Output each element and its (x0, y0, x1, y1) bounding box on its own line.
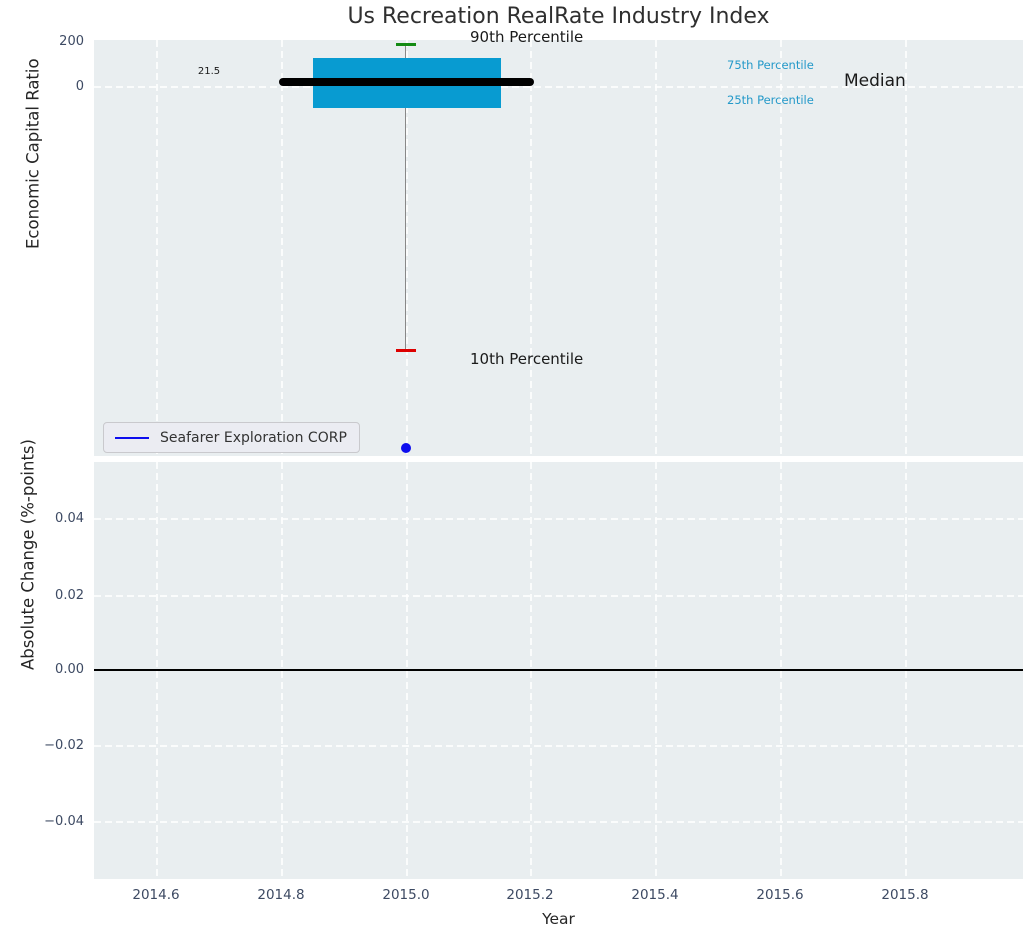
gridline-v (281, 40, 283, 456)
outlier-point (401, 443, 411, 453)
whisker-line (405, 45, 406, 350)
x-axis-label: Year (542, 910, 575, 928)
gridline-v (406, 40, 408, 456)
whisker-cap-10th (396, 349, 416, 352)
gridline-v (780, 40, 782, 456)
annotation-90th-percentile: 90th Percentile (470, 28, 584, 46)
xtick-2015-4: 2015.4 (631, 887, 679, 903)
annotation-median: Median (844, 71, 906, 91)
chart-title: Us Recreation RealRate Industry Index (347, 4, 770, 29)
legend: Seafarer Exploration CORP (103, 422, 360, 453)
legend-label: Seafarer Exploration CORP (160, 429, 347, 446)
bottom-ytick-n004: −0.04 (44, 814, 84, 829)
top-ytick-200: 200 (59, 34, 84, 49)
bottom-plot-area (94, 462, 1023, 879)
gridline-h (94, 745, 1023, 747)
bottom-ytick-n002: −0.02 (44, 738, 84, 753)
gridline-h (94, 821, 1023, 823)
annotation-75th-percentile: 75th Percentile (727, 58, 814, 72)
xtick-2015-8: 2015.8 (881, 887, 929, 903)
gridline-v (905, 40, 907, 456)
legend-line-icon (115, 436, 149, 439)
gridline-v (655, 40, 657, 456)
annotation-10th-percentile: 10th Percentile (470, 350, 584, 368)
bottom-ytick-000: 0.00 (55, 662, 84, 677)
gridline-h (94, 518, 1023, 520)
bottom-ytick-004: 0.04 (55, 511, 84, 526)
zero-reference-line (94, 669, 1023, 671)
annotation-25th-percentile: 25th Percentile (727, 93, 814, 107)
xtick-2014-6: 2014.6 (132, 887, 180, 903)
xtick-2014-8: 2014.8 (257, 887, 305, 903)
xtick-2015-0: 2015.0 (382, 887, 430, 903)
gridline-h (94, 595, 1023, 597)
gridline-v (156, 40, 158, 456)
gridline-h-zero (94, 86, 1023, 88)
xtick-2015-6: 2015.6 (756, 887, 804, 903)
whisker-cap-90th (396, 43, 416, 46)
bottom-ytick-002: 0.02 (55, 588, 84, 603)
top-ytick-0: 0 (75, 79, 84, 94)
gridline-v (530, 40, 532, 456)
annotation-median-value: 21.5 (197, 66, 221, 77)
top-plot-area (94, 40, 1023, 456)
median-line (279, 78, 534, 86)
xtick-2015-2: 2015.2 (506, 887, 554, 903)
